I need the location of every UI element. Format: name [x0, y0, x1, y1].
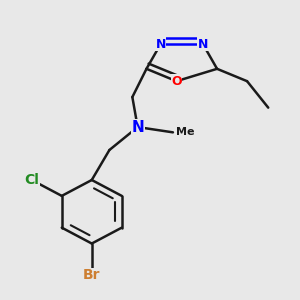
Text: N: N [155, 38, 166, 51]
Text: N: N [131, 120, 144, 135]
Text: O: O [171, 75, 182, 88]
Text: Br: Br [83, 268, 100, 282]
Text: Me: Me [176, 128, 195, 137]
Text: Cl: Cl [24, 173, 39, 187]
Text: N: N [198, 38, 208, 51]
